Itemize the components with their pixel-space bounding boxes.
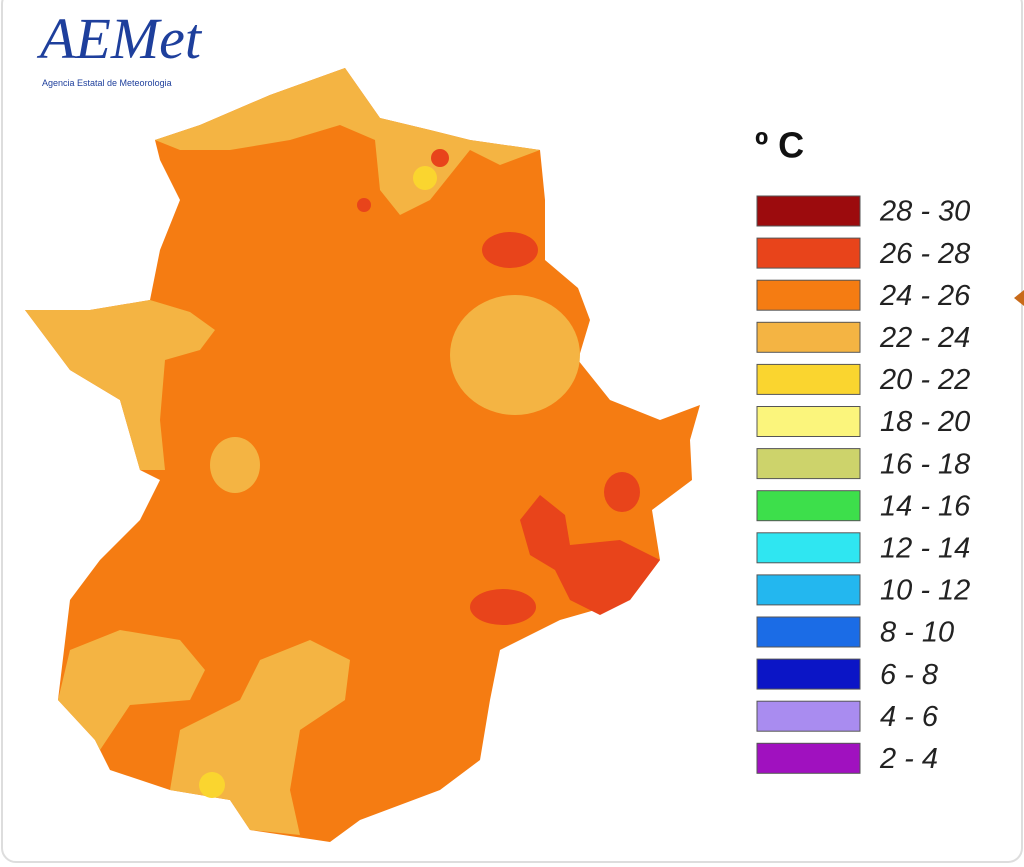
hot-spot: [357, 198, 371, 212]
hot-spot: [413, 166, 437, 190]
legend-swatch: [756, 279, 861, 311]
legend-swatch: [756, 321, 861, 353]
legend-label: 22 - 24: [879, 322, 970, 354]
legend-label: 6 - 8: [880, 659, 938, 691]
hot-zone: [520, 495, 660, 615]
warm-zone: [155, 68, 540, 215]
legend-label: 4 - 6: [880, 701, 939, 733]
legend-label: 28 - 30: [879, 196, 970, 228]
legend-swatch: [756, 448, 861, 480]
legend-label: 16 - 18: [880, 448, 970, 480]
legend-swatch: [756, 490, 861, 522]
pointer: [1014, 290, 1024, 306]
hot-spot: [431, 149, 449, 167]
logo: AEMet: [36, 6, 203, 71]
hot-zone: [604, 472, 640, 512]
legend-label: 2 - 4: [879, 743, 938, 775]
legend-label: 20 - 22: [879, 364, 970, 396]
legend-swatch: [756, 406, 861, 437]
region-map: [25, 68, 700, 842]
warm-zone: [210, 437, 260, 493]
legend-swatch: [756, 616, 861, 648]
legend-label: 14 - 16: [880, 490, 971, 522]
legend-swatch: [756, 574, 861, 606]
legend-swatch: [756, 532, 861, 564]
hot-zone: [470, 589, 536, 625]
legend-label: 26 - 28: [879, 238, 970, 270]
warm-zone: [450, 295, 580, 415]
legend-swatch: [756, 742, 861, 774]
logo-subtitle: Agencia Estatal de Meteorologia: [42, 78, 172, 88]
legend-label: 8 - 10: [880, 617, 954, 649]
legend-swatch: [756, 700, 861, 732]
hot-spot: [199, 772, 225, 798]
legend: 28 - 30 26 - 28 24 - 26 22 - 24 20 - 22 18 - …: [756, 195, 971, 775]
legend-swatch: [756, 658, 861, 690]
hot-zone: [482, 232, 538, 268]
legend-title: º C: [755, 125, 804, 166]
warm-zone: [25, 300, 215, 470]
legend-swatch: [756, 195, 861, 227]
legend-label: 18 - 20: [880, 406, 970, 438]
legend-swatch: [756, 363, 861, 395]
legend-swatch: [756, 237, 861, 269]
legend-label: 24 - 26: [879, 280, 971, 312]
warm-zone: [58, 630, 205, 750]
legend-label: 10 - 12: [880, 575, 970, 607]
legend-label: 12 - 14: [880, 532, 970, 564]
